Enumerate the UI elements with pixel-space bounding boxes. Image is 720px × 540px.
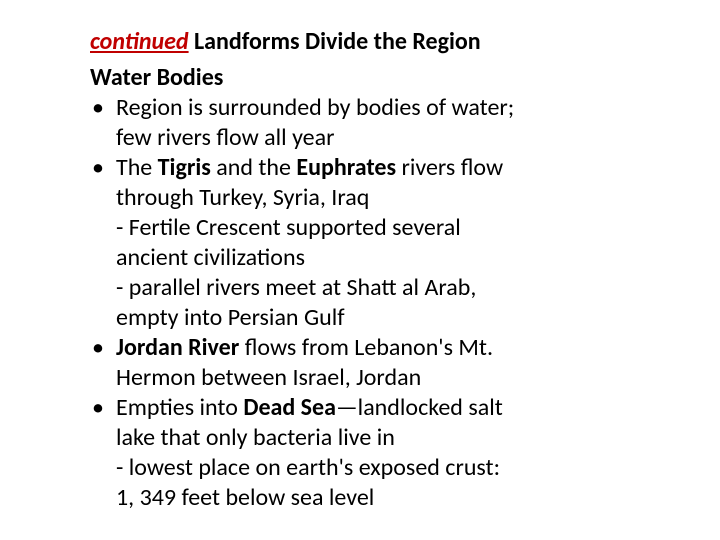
bullet-dot: • [92, 393, 104, 423]
body-text: • Region is surrounded by bodies of wate… [90, 93, 640, 513]
b2-sub1-a: - Fertile Crescent supported several [116, 213, 461, 242]
bullet-1: • Region is surrounded by bodies of wate… [116, 93, 640, 153]
b4-dead: Dead Sea [243, 393, 336, 422]
bullet-3: • Jordan River flows from Lebanon's Mt. … [116, 333, 640, 393]
bullet-2: • The Tigris and the Euphrates rivers fl… [116, 153, 640, 333]
bullet-dot: • [92, 93, 104, 123]
b3-line-2: Hermon between Israel, Jordan [116, 363, 421, 392]
bullet-4: • Empties into Dead Sea—landlocked salt … [116, 393, 640, 513]
b2-sub1: - Fertile Crescent supported several anc… [116, 213, 640, 273]
b4-post: —landlocked salt [336, 393, 503, 422]
slide-heading: continued Landforms Divide the Region [90, 26, 640, 57]
bullet-dot: • [92, 153, 104, 183]
bullet-1-line-1: Region is surrounded by bodies of water; [116, 93, 514, 122]
b4-pre: Empties into [116, 393, 243, 422]
b2-euphrates: Euphrates [296, 153, 396, 182]
heading-continued: continued [90, 27, 189, 56]
b4-sub1: - lowest place on earth's exposed crust:… [116, 453, 640, 513]
b4-sub1-a: - lowest place on earth's exposed crust: [116, 453, 500, 482]
bullet-1-line-2: few rivers flow all year [116, 123, 334, 152]
b2-sub1-b: ancient civilizations [116, 243, 305, 272]
b2-sub2: - parallel rivers meet at Shatt al Arab,… [116, 273, 640, 333]
b2-sub2-b: empty into Persian Gulf [116, 303, 345, 332]
slide: continued Landforms Divide the Region Wa… [0, 0, 720, 533]
bullet-dot: • [92, 333, 104, 363]
b3-post: flows from Lebanon's Mt. [239, 333, 493, 362]
b3-jordan: Jordan River [116, 333, 239, 362]
b4-sub1-b: 1, 349 feet below sea level [116, 483, 374, 512]
b2-mid: and the [211, 153, 297, 182]
b2-line-2: through Turkey, Syria, Iraq [116, 183, 369, 212]
b4-line-2: lake that only bacteria live in [116, 423, 395, 452]
subheading: Water Bodies [90, 63, 640, 93]
heading-rest: Landforms Divide the Region [189, 27, 481, 56]
b2-tigris: Tigris [158, 153, 211, 182]
b2-post: rivers flow [396, 153, 503, 182]
b2-pre: The [116, 153, 158, 182]
b2-sub2-a: - parallel rivers meet at Shatt al Arab, [116, 273, 476, 302]
